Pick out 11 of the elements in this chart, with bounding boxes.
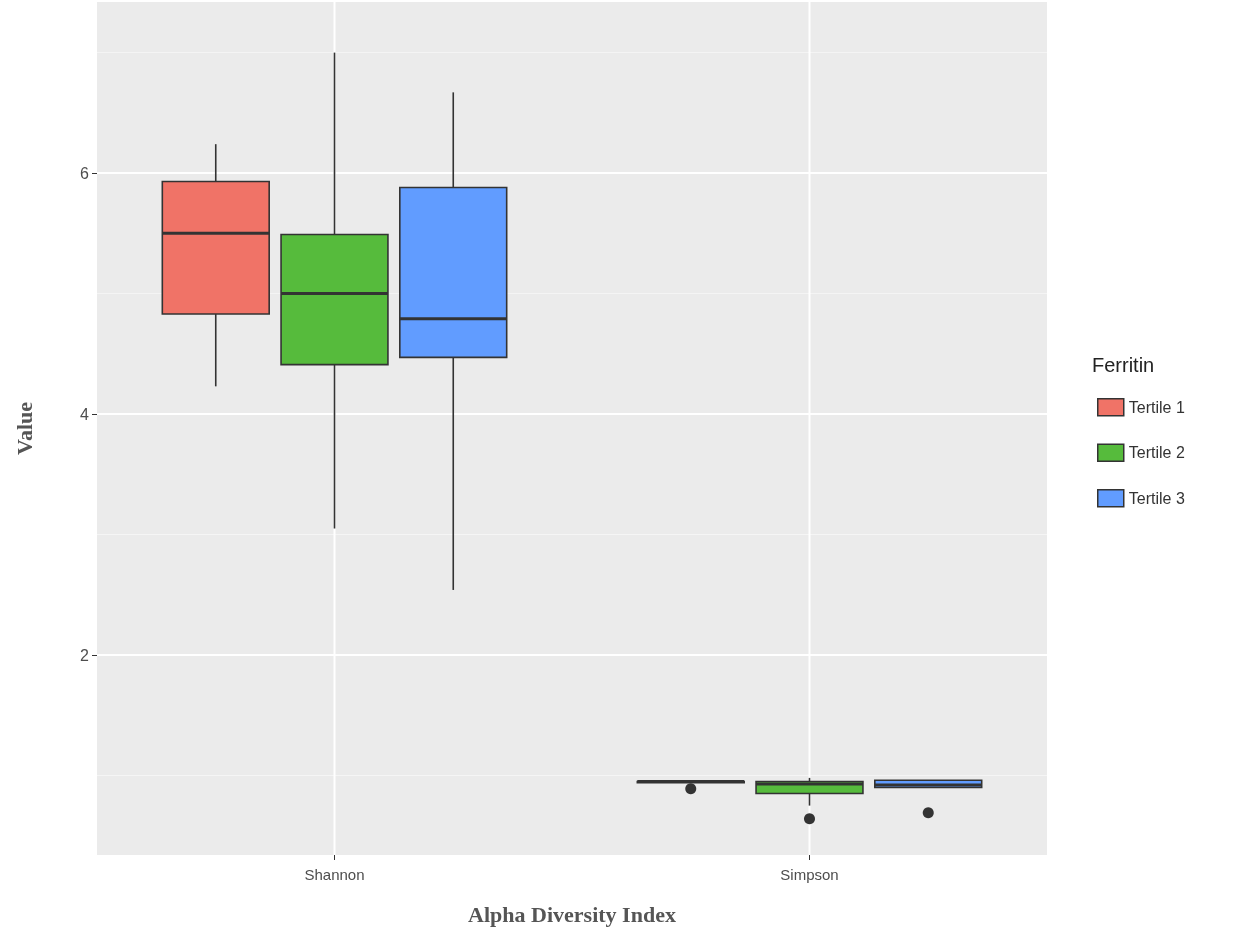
legend-label: Tertile 1 — [1128, 398, 1185, 416]
y-tick-label: 4 — [80, 405, 90, 423]
legend-label: Tertile 2 — [1128, 444, 1185, 462]
x-tick-label: Simpson — [780, 866, 839, 883]
legend-label: Tertile 3 — [1128, 489, 1185, 507]
y-tick-label: 6 — [80, 164, 90, 182]
legend-title: Ferritin — [1092, 354, 1155, 376]
y-tick-label: 2 — [80, 646, 90, 664]
y-axis-title: Value — [11, 401, 37, 455]
x-axis-title: Alpha Diversity Index — [468, 901, 676, 927]
x-tick-label: Shannon — [304, 866, 365, 883]
